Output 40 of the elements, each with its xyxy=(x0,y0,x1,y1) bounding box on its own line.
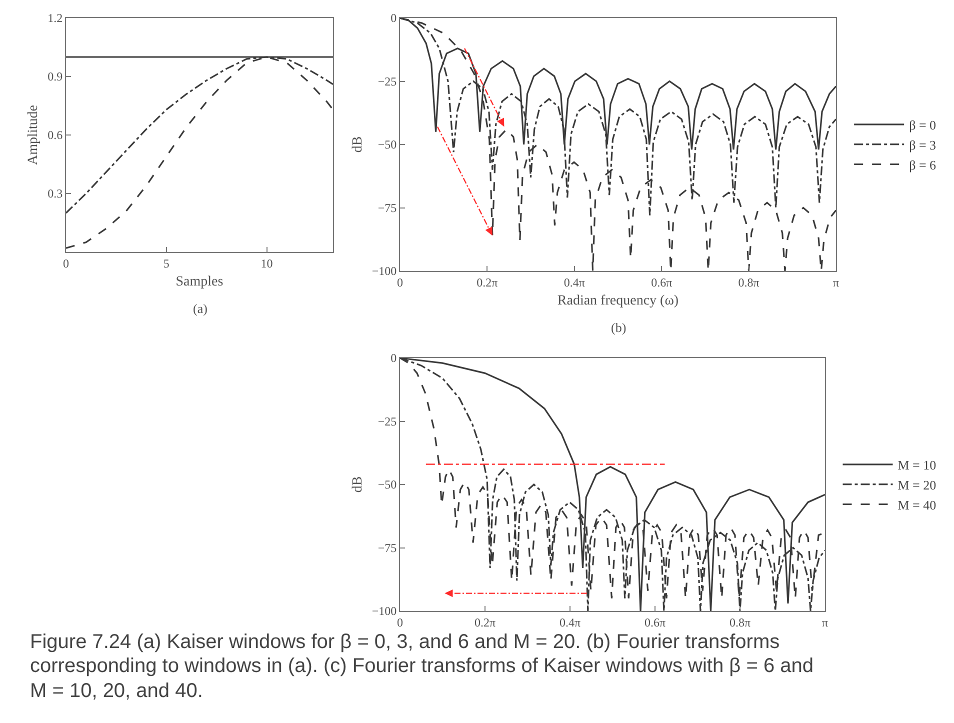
y-tick-label: −75 xyxy=(378,540,397,555)
y-axis-title: dB xyxy=(350,476,366,493)
y-tick-label: −75 xyxy=(378,200,397,215)
x-tick-label: 0.4π xyxy=(559,615,581,630)
x-tick-label: 0.2π xyxy=(474,615,496,630)
x-tick-label: 10 xyxy=(260,256,273,270)
y-axis-title: Amplitude xyxy=(26,105,42,165)
text: (b) xyxy=(611,320,626,335)
legend-label: M = 20 xyxy=(898,477,936,492)
x-tick-label: 5 xyxy=(163,256,170,270)
y-tick-label: 0.3 xyxy=(48,186,63,201)
x-tick-label: 0.6π xyxy=(644,615,666,630)
y-tick-label: −25 xyxy=(378,74,397,88)
caption: Figure 7.24 (a) Kaiser windows for β = 0, 3, and 6 and M = 20. (b) Fourier transforms corresponding to windows in (a). (c) Fourier transforms of Kaiser windows with β = 6 and M = 10, 20, and 40. xyxy=(30,630,814,704)
x-tick-label: π xyxy=(832,275,840,290)
x-tick-label: π xyxy=(822,615,828,630)
y-tick-label: 0 xyxy=(390,11,397,26)
legend-label: β = 6 xyxy=(909,157,937,172)
legend-label: β = 0 xyxy=(909,118,936,133)
y-tick-label: −100 xyxy=(372,604,397,618)
y-tick-label: 0 xyxy=(390,351,397,366)
y-tick-label: 1.2 xyxy=(48,11,63,26)
x-axis-title: Radian frequency (ω) xyxy=(557,294,679,309)
x-tick-label: 0.4π xyxy=(564,275,585,290)
y-tick-label: −25 xyxy=(378,414,397,428)
x-tick-label: 0.2π xyxy=(476,275,498,290)
x-tick-label: 0.8π xyxy=(738,275,760,290)
y-tick-label: 0.9 xyxy=(48,70,63,84)
legend-label: β = 3 xyxy=(909,137,936,152)
x-tick-label: 0.6π xyxy=(651,275,672,290)
text: (a) xyxy=(193,301,208,316)
legend-label: M = 40 xyxy=(898,497,936,512)
y-tick-label: −100 xyxy=(372,264,397,278)
y-axis-title: dB xyxy=(350,136,366,153)
legend-label: M = 10 xyxy=(898,458,936,473)
x-tick-label: 0.8π xyxy=(729,615,751,630)
y-tick-label: −50 xyxy=(378,478,397,492)
x-axis-title: Samples xyxy=(176,274,224,290)
y-tick-label: 0.6 xyxy=(48,128,63,142)
y-tick-label: −50 xyxy=(378,138,397,152)
